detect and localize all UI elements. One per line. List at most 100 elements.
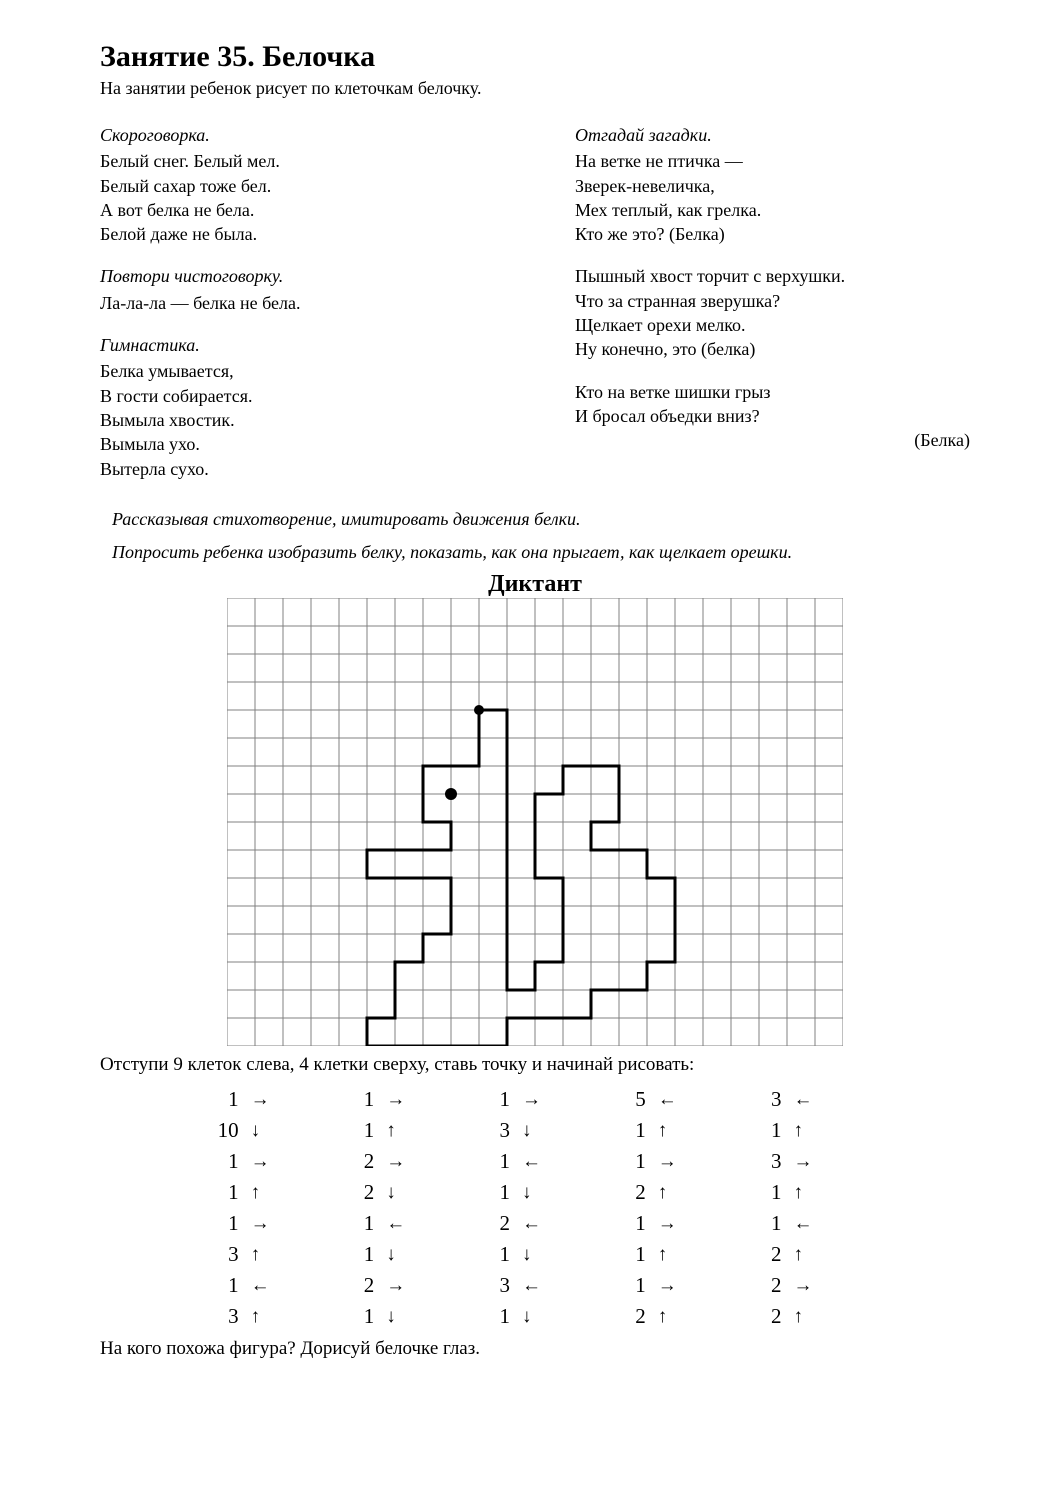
steps-row: 10↓1↑3↓1↑1↑ [195,1115,875,1146]
poem-line: Мех теплый, как грелка. [575,198,970,222]
step-count: 1 [195,1270,245,1301]
step-arrow-icon: ← [652,1084,693,1115]
step-count: 1 [195,1177,245,1208]
grid-caption: Отступи 9 клеток слева, 4 клетки сверху,… [100,1054,970,1076]
poems-two-column: Скороговорка.Белый снег. Белый мел.Белый… [100,123,970,499]
step-arrow-icon: ↑ [245,1239,286,1270]
instruction-line: Попросить ребенка изобразить белку, пока… [112,540,970,565]
step-arrow-icon: ← [245,1270,286,1301]
poem-block: Пышный хвост торчит с верхушки.Что за ст… [575,264,970,361]
step-arrow-icon: ↓ [245,1115,286,1146]
step-arrow-icon: ← [516,1146,557,1177]
lesson-subtitle: На занятии ребенок рисует по клеточкам б… [100,78,970,99]
steps-row: 3↑1↓1↓2↑2↑ [195,1301,875,1332]
poem-line: Зверек-невеличка, [575,174,970,198]
step-count: 2 [739,1270,787,1301]
step-arrow-icon: ↓ [516,1301,557,1332]
step-count: 1 [603,1115,651,1146]
step-count: 1 [332,1084,380,1115]
step-count: 1 [195,1208,245,1239]
poem-heading: Гимнастика. [100,333,495,357]
step-count: 3 [468,1270,516,1301]
step-count: 1 [468,1301,516,1332]
left-column: Скороговорка.Белый снег. Белый мел.Белый… [100,123,495,499]
step-arrow-icon: → [787,1146,828,1177]
step-count: 3 [739,1146,787,1177]
grid-diagram [227,598,843,1046]
step-count: 1 [603,1270,651,1301]
step-count: 2 [603,1177,651,1208]
poem-line: Пышный хвост торчит с верхушки. [575,264,970,288]
right-column: Отгадай загадки.На ветке не птичка —Звер… [575,123,970,499]
step-arrow-icon: → [380,1146,421,1177]
steps-row: 1→1→1→5←3← [195,1084,875,1115]
step-count: 10 [195,1115,245,1146]
step-arrow-icon: → [787,1270,828,1301]
poem-block: Кто на ветке шишки грызИ бросал объедки … [575,380,970,453]
step-arrow-icon: → [380,1084,421,1115]
steps-row: 1↑2↓1↓2↑1↑ [195,1177,875,1208]
poem-heading: Отгадай загадки. [575,123,970,147]
poem-answer: (Белка) [575,428,970,452]
poem-line: В гости собирается. [100,384,495,408]
step-count: 2 [332,1270,380,1301]
step-arrow-icon: ↑ [787,1115,828,1146]
poem-heading: Скороговорка. [100,123,495,147]
step-count: 2 [332,1146,380,1177]
step-count: 1 [739,1208,787,1239]
step-count: 1 [332,1239,380,1270]
step-count: 1 [332,1301,380,1332]
step-arrow-icon: → [380,1270,421,1301]
step-arrow-icon: ↑ [652,1301,693,1332]
lesson-title: Занятие 35. Белочка [100,40,970,74]
poem-line: И бросал объедки вниз? [575,404,970,428]
step-count: 3 [739,1084,787,1115]
poem-block: Гимнастика.Белка умывается,В гости собир… [100,333,495,481]
step-count: 2 [603,1301,651,1332]
step-count: 2 [468,1208,516,1239]
step-count: 1 [195,1084,245,1115]
poem-line: Белый снег. Белый мел. [100,149,495,173]
poem-line: Ла-ла-ла — белка не бела. [100,291,495,315]
step-count: 1 [468,1177,516,1208]
steps-row: 1→2→1←1→3→ [195,1146,875,1177]
poem-block: Скороговорка.Белый снег. Белый мел.Белый… [100,123,495,246]
poem-line: На ветке не птичка — [575,149,970,173]
step-arrow-icon: ↓ [380,1239,421,1270]
step-arrow-icon: → [652,1270,693,1301]
step-count: 1 [468,1239,516,1270]
step-count: 1 [195,1146,245,1177]
step-count: 1 [603,1208,651,1239]
poem-block: Повтори чистоговорку.Ла-ла-ла — белка не… [100,264,495,315]
step-arrow-icon: ↓ [380,1177,421,1208]
poem-line: Белка умывается, [100,359,495,383]
step-count: 5 [603,1084,651,1115]
step-arrow-icon: → [245,1146,286,1177]
step-arrow-icon: ← [516,1270,557,1301]
step-arrow-icon: ↑ [652,1115,693,1146]
step-arrow-icon: ← [787,1208,828,1239]
step-count: 2 [739,1301,787,1332]
step-count: 1 [739,1177,787,1208]
steps-row: 1→1←2←1→1← [195,1208,875,1239]
step-count: 3 [468,1115,516,1146]
poem-line: Кто на ветке шишки грыз [575,380,970,404]
step-arrow-icon: ↑ [245,1177,286,1208]
poem-line: Вытерла сухо. [100,457,495,481]
poem-block: Отгадай загадки.На ветке не птичка —Звер… [575,123,970,246]
diktant-heading: Диктант [100,571,970,598]
step-arrow-icon: ↑ [245,1301,286,1332]
step-arrow-icon: → [245,1208,286,1239]
step-count: 1 [739,1115,787,1146]
step-arrow-icon: ↑ [652,1177,693,1208]
poem-line: Что за странная зверушка? [575,289,970,313]
step-count: 1 [603,1239,651,1270]
bottom-question: На кого похожа фигура? Дорисуй белочке г… [100,1338,970,1360]
step-count: 3 [195,1239,245,1270]
step-count: 1 [468,1084,516,1115]
poem-line: Белый сахар тоже бел. [100,174,495,198]
step-arrow-icon: ↑ [787,1301,828,1332]
steps-table: 1→1→1→5←3←10↓1↑3↓1↑1↑1→2→1←1→3→1↑2↓1↓2↑1… [195,1084,875,1332]
step-arrow-icon: ← [787,1084,828,1115]
step-arrow-icon: ← [380,1208,421,1239]
